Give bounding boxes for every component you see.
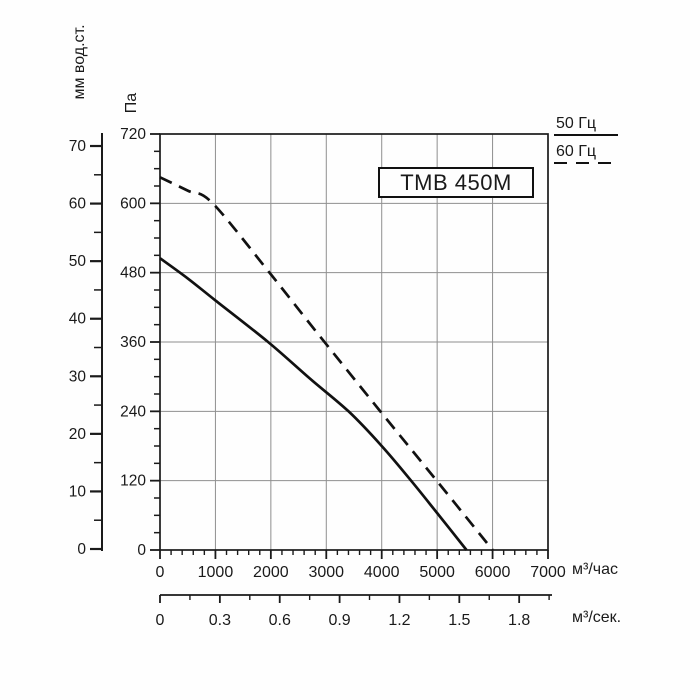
tick-label: 240 <box>120 403 146 420</box>
model-title: TMB 450M <box>400 169 512 195</box>
x-primary-unit-label: м³/час <box>572 561 619 578</box>
tick-label: 120 <box>120 473 146 490</box>
tick-label: 2000 <box>253 564 289 581</box>
sec-axis: 0 0.3 0.6 0.9 1.2 1.5 1.8 <box>156 594 552 629</box>
tick-label: 0.6 <box>269 612 291 629</box>
tick-label: 0 <box>137 542 146 559</box>
tick-label: 480 <box>120 265 146 282</box>
tick-label: 3000 <box>308 564 344 581</box>
legend-label-60hz: 60 Гц <box>556 143 597 160</box>
tick-label: 7000 <box>530 564 566 581</box>
tick-label: 360 <box>120 334 146 351</box>
tick-label: 20 <box>69 426 87 443</box>
model-title-box: TMB 450M <box>378 167 534 198</box>
tick-label: 1.2 <box>388 612 410 629</box>
legend-line-dashed-icon <box>554 162 618 164</box>
tick-label: 720 <box>120 126 146 143</box>
legend-label-50hz: 50 Гц <box>556 115 597 132</box>
series-50-Гц <box>159 257 468 551</box>
tick-label: 0 <box>156 612 165 629</box>
tick-label: 1000 <box>198 564 234 581</box>
legend-item-60hz: 60 Гц <box>553 142 619 167</box>
tick-label: 0 <box>77 541 86 558</box>
tick-label: 1.5 <box>448 612 470 629</box>
legend: 50 Гц 60 Гц <box>553 114 619 170</box>
tick-label: 1.8 <box>508 612 530 629</box>
tick-label: 60 <box>69 196 87 213</box>
gridlines <box>160 134 548 550</box>
legend-line-solid-icon <box>554 134 618 136</box>
curve-50hz <box>159 257 468 551</box>
tick-label: 5000 <box>419 564 455 581</box>
tick-label: 6000 <box>475 564 511 581</box>
tick-label: 0.9 <box>328 612 350 629</box>
tick-label: 0.3 <box>209 612 231 629</box>
pa-axis: 720 600 480 360 240 120 0 <box>120 126 160 559</box>
flow-axis: 0 1000 2000 3000 4000 5000 6000 7000 <box>156 550 566 581</box>
tick-label: 600 <box>120 195 146 212</box>
tick-label: 4000 <box>364 564 400 581</box>
tick-label: 10 <box>69 483 87 500</box>
tick-label: 50 <box>69 253 87 270</box>
x-secondary-unit-label: м³/сек. <box>572 609 622 626</box>
mm-axis: 70 60 50 40 30 20 10 0 <box>69 133 103 558</box>
tick-label: 30 <box>69 368 87 385</box>
y-primary-axis-title: Па <box>123 92 140 114</box>
y-secondary-axis-title: мм вод.ст. <box>71 24 88 100</box>
legend-item-50hz: 50 Гц <box>553 114 619 139</box>
tick-label: 40 <box>69 311 87 328</box>
tick-label: 0 <box>156 564 165 581</box>
tick-label: 70 <box>69 138 87 155</box>
